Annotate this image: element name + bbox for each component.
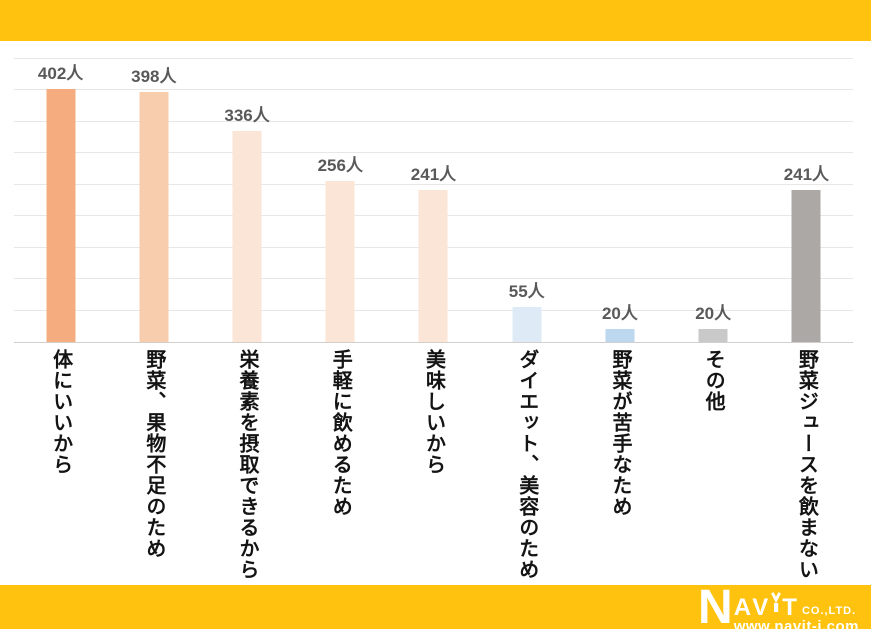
- bar: [325, 181, 355, 342]
- bar-column: 402人: [14, 59, 107, 342]
- bar-value-label: 241人: [410, 165, 457, 185]
- gridline: [14, 120, 853, 122]
- bar-column: 20人: [573, 59, 666, 342]
- bar-column: 55人: [480, 59, 573, 342]
- gridline: [14, 152, 853, 154]
- gridline: [14, 58, 853, 59]
- bar-value-label: 55人: [508, 282, 545, 302]
- category-label: 美味しいから: [422, 349, 445, 475]
- bar-value-label: 241人: [783, 165, 830, 185]
- logo-wordmark: AV T CO.,LTD.: [733, 592, 859, 621]
- bar-value-label: 20人: [601, 304, 638, 324]
- logo-letter-n: N: [698, 581, 733, 631]
- bottom-accent-band: N AV T CO.,LTD. www.navit-j.com: [0, 581, 871, 631]
- bar: [512, 307, 542, 342]
- category-label: 手軽に飲めるため: [329, 349, 352, 517]
- bar-value-label: 402人: [37, 64, 84, 84]
- bar-value-label: 20人: [695, 304, 732, 324]
- logo-letter-t: T: [782, 594, 797, 621]
- bar: [698, 329, 728, 342]
- navit-logo: N AV T CO.,LTD. www.navit-j.com: [698, 581, 859, 631]
- logo-website-url: www.navit-j.com: [733, 618, 859, 631]
- category-label: 栄養素を摂取できるから: [236, 349, 259, 580]
- bar-column: 336人: [200, 59, 293, 342]
- bar-column: 241人: [760, 59, 853, 342]
- logo-letters-av: AV: [733, 594, 772, 621]
- bar: [791, 190, 821, 342]
- logo-co-ltd: CO.,LTD.: [801, 605, 857, 617]
- plot-area: 402人体にいいから 398人野菜、果物不足のため 336人栄養素を摂取できるから 2…: [14, 58, 853, 580]
- bar: [232, 130, 262, 342]
- logo-right-block: AV T CO.,LTD. www.navit-j.com: [734, 590, 859, 631]
- bar-value-label: 256人: [317, 156, 363, 176]
- bar: [605, 329, 635, 342]
- category-label: 野菜ジュースを飲まない: [795, 349, 818, 580]
- bar-value-label: 336人: [224, 105, 270, 125]
- category-label: その他: [702, 349, 725, 412]
- bar-column: 398人: [107, 59, 200, 342]
- bar-column: 256人: [294, 59, 387, 342]
- category-label: ダイエット、美容のため: [515, 349, 538, 580]
- bar: [418, 190, 448, 342]
- bar-column: 241人: [387, 59, 480, 342]
- category-label: 野菜、果物不足のため: [142, 349, 165, 559]
- category-label: 野菜が苦手なため: [608, 349, 631, 517]
- category-label: 体にいいから: [49, 349, 72, 475]
- bar: [46, 89, 76, 342]
- bar: [139, 91, 169, 342]
- gridline: [14, 89, 853, 91]
- bar-column: 20人: [667, 59, 760, 342]
- top-accent-band: [0, 0, 871, 41]
- bunny-ears-i-icon: [771, 592, 782, 617]
- bar-value-label: 398人: [131, 66, 177, 86]
- gridline: [14, 183, 853, 185]
